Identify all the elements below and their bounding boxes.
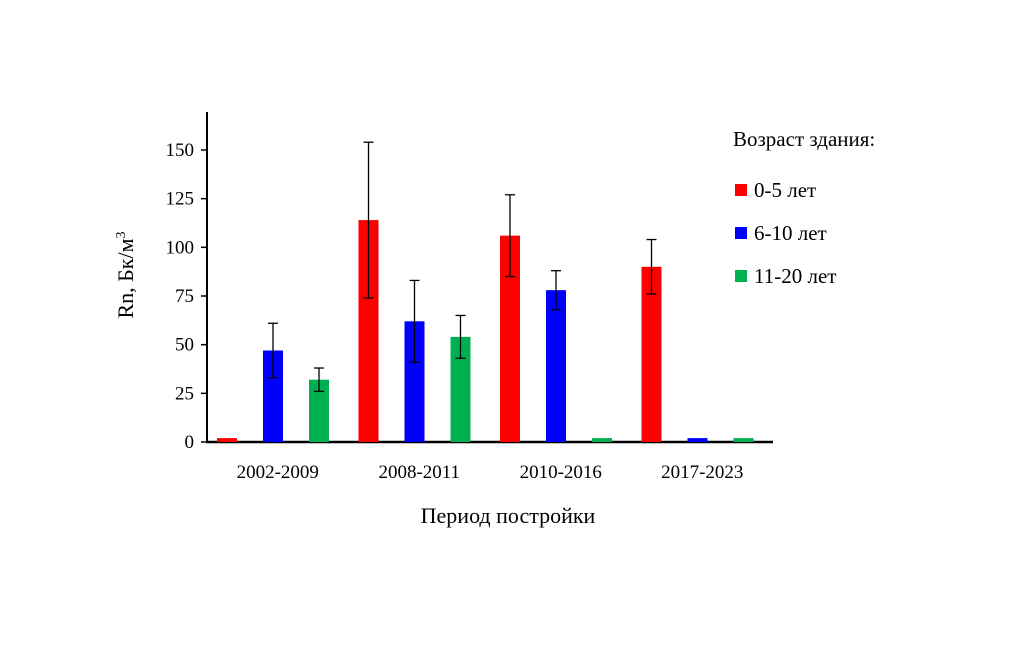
bar [687,438,708,442]
x-tick-label: 2017-2023 [661,462,743,483]
y-tick-label: 100 [166,237,195,258]
y-tick-label: 125 [166,189,195,210]
legend-label: 11-20 лет [754,264,836,288]
error-bars [268,141,657,393]
x-tick-label: 2008-2011 [378,462,460,483]
bars [217,220,754,442]
y-tick-label: 0 [185,432,195,453]
x-tick-label: 2002-2009 [237,462,319,483]
x-tick-label: 2010-2016 [520,462,602,483]
bar [500,235,520,442]
bar [592,438,612,442]
y-tick-label: 50 [175,335,194,356]
bar [450,336,471,442]
legend-swatch [735,227,747,239]
bar [263,350,283,442]
legend-title: Возраст здания: [733,127,875,151]
legend-label: 6-10 лет [754,221,827,245]
bar [217,438,237,442]
legend-swatch [735,184,747,196]
bar [309,379,329,442]
y-tick-label: 150 [166,140,195,161]
bar [641,266,662,442]
x-axis: 2002-2009 2008-2011 2010-2016 2017-2023 [206,440,773,483]
legend-swatch [735,270,747,282]
y-axis-title-main: Rn, Бк/м [113,238,138,318]
bar [404,321,425,442]
bar [733,438,754,442]
y-axis-title-superscript: 3 [114,231,129,238]
y-axis: 0 25 50 75 100 125 150 [166,112,208,453]
legend-label: 0-5 лет [754,178,816,202]
y-tick-label: 75 [175,286,194,307]
y-axis-title: Rn, Бк/м3 [113,231,138,318]
bar [358,220,379,442]
bar [546,290,566,442]
x-axis-title: Период постройки [421,503,596,528]
legend: Возраст здания: 0-5 лет 6-10 лет 11-20 лет [733,127,875,288]
y-tick-label: 25 [175,383,194,404]
